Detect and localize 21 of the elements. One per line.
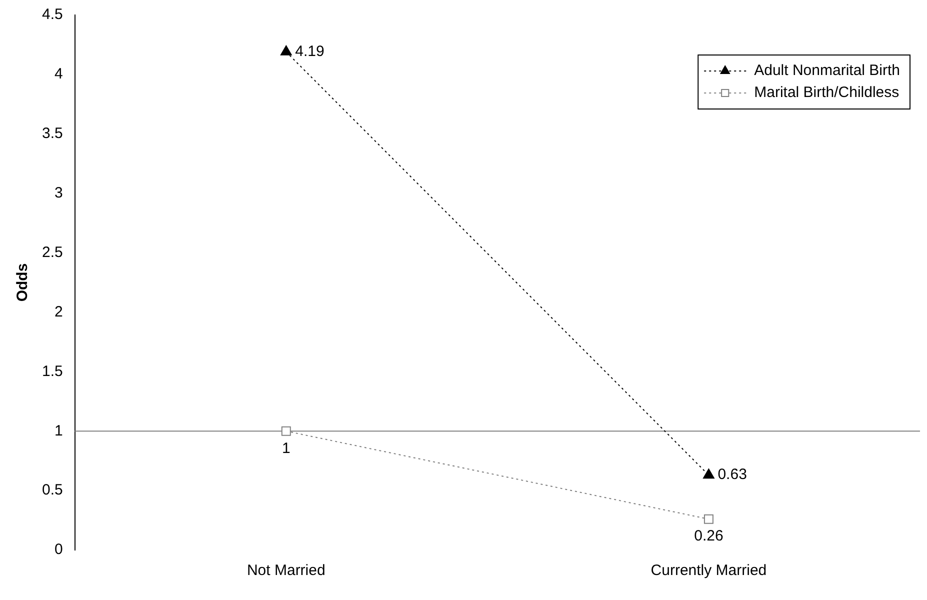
data-label: 0.26 [694, 528, 724, 545]
y-tick-label: 3 [54, 184, 63, 202]
data-label: 4.19 [295, 42, 324, 60]
y-tick-label: 3.5 [42, 125, 63, 142]
point [704, 514, 714, 524]
legend-label: Adult Nonmarital Birth [754, 62, 900, 80]
y-tick-label: 0.5 [42, 482, 63, 499]
data-label: 1 [282, 440, 290, 457]
y-tick-label: 4 [54, 66, 63, 83]
legend-label: Marital Birth/Childless [754, 84, 900, 102]
y-axis-title: Odds [14, 263, 32, 302]
y-tick-label: 2 [54, 303, 63, 320]
y-tick-label: 4.5 [42, 6, 63, 24]
x-tick-label: Currently Married [650, 562, 767, 580]
point [281, 426, 291, 436]
data-label: 0.63 [718, 466, 747, 484]
y-tick-label: 0 [54, 541, 63, 558]
y-tick-label: 1 [54, 422, 63, 440]
x-tick-label: Not Married [246, 562, 326, 580]
y-tick-label: 1.5 [42, 362, 63, 380]
y-tick-label: 2.5 [42, 244, 63, 261]
